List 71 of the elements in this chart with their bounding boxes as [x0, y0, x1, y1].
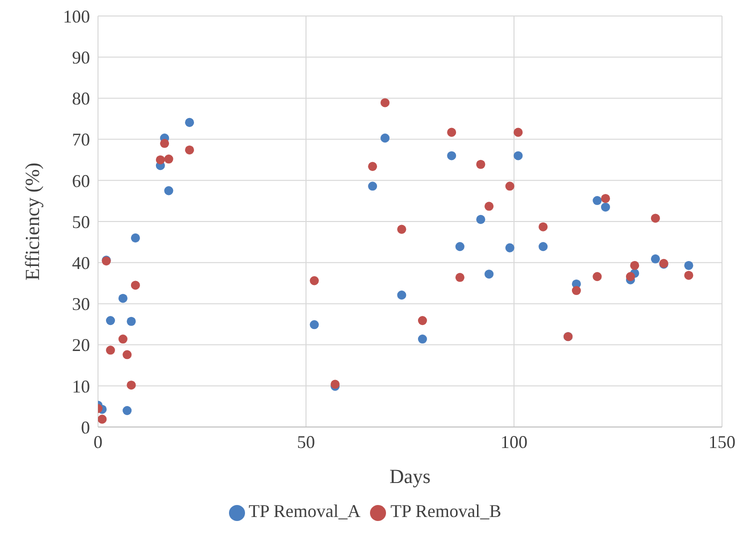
point: [160, 138, 170, 148]
y-tick-label: 0: [81, 417, 90, 438]
point: [650, 214, 660, 223]
point: [130, 233, 140, 242]
point: [538, 242, 548, 252]
point: [484, 270, 494, 279]
point: [601, 194, 610, 203]
point: [310, 320, 319, 330]
point: [418, 316, 427, 326]
point: [122, 350, 132, 360]
y-tick-label: 90: [72, 47, 90, 68]
point: [684, 260, 694, 270]
y-tick-label: 100: [63, 6, 90, 26]
point: [130, 280, 140, 290]
point: [476, 160, 486, 169]
point: [118, 334, 128, 344]
legend-label: TP Removal_A: [248, 501, 360, 521]
point: [98, 414, 107, 424]
point: [684, 270, 694, 280]
point: [505, 243, 514, 252]
point: [476, 214, 486, 224]
x-tick-label: 0: [94, 432, 102, 452]
point: [455, 242, 464, 252]
point: [538, 222, 548, 232]
point: [185, 118, 194, 127]
y-tick-label: 60: [72, 170, 90, 191]
point: [514, 151, 523, 160]
point: [505, 182, 514, 191]
y-axis-title: Efficiency (%): [22, 162, 44, 280]
y-tick-label: 80: [72, 88, 90, 109]
point: [368, 162, 378, 171]
legend-label: TP Removal_B: [390, 501, 502, 521]
x-axis-title: Days: [389, 466, 431, 488]
point: [626, 272, 635, 282]
point: [368, 182, 378, 191]
point: [380, 134, 390, 143]
point: [592, 196, 602, 206]
point: [397, 290, 406, 300]
x-tick-label: 50: [297, 432, 315, 452]
point: [164, 186, 174, 196]
y-tick-label: 50: [72, 212, 90, 232]
point: [118, 294, 128, 303]
point: [122, 406, 132, 416]
point: [185, 145, 194, 154]
point: [484, 202, 494, 211]
point: [572, 286, 581, 296]
point: [156, 155, 165, 164]
point: [106, 346, 115, 355]
point: [447, 128, 456, 137]
point: [126, 316, 136, 326]
y-tick-label: 30: [72, 294, 90, 314]
point: [310, 276, 319, 286]
x-tick-label: 100: [500, 432, 528, 452]
point: [601, 202, 610, 212]
x-tick-label: 150: [708, 432, 736, 452]
point: [397, 224, 406, 234]
point: [455, 272, 464, 282]
point: [447, 151, 456, 160]
point: [126, 380, 136, 390]
point: [380, 98, 390, 108]
point: [106, 316, 115, 326]
point: [650, 254, 660, 264]
point: [514, 128, 523, 137]
point: [592, 272, 602, 282]
y-tick-label: 70: [72, 130, 90, 150]
point: [418, 334, 427, 344]
y-tick-label: 20: [72, 335, 90, 356]
y-tick-label: 40: [72, 252, 90, 273]
y-tick-label: 10: [72, 376, 90, 396]
point: [630, 260, 640, 270]
point: [164, 154, 174, 164]
